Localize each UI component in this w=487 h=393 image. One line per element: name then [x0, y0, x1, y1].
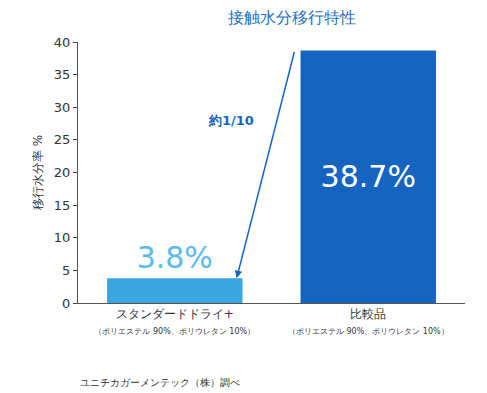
svg-text:25: 25 [54, 132, 71, 147]
svg-text:移行水分率 %: 移行水分率 % [31, 135, 45, 210]
svg-text:15: 15 [54, 198, 71, 213]
svg-text:38.7%: 38.7% [321, 159, 416, 194]
svg-text:35: 35 [54, 67, 71, 82]
svg-text:0: 0 [62, 296, 70, 311]
svg-text:3.8%: 3.8% [137, 240, 213, 275]
svg-text:比較品（ポリエステル 90%、ポリウレタン 10%）: 比較品（ポリエステル 90%、ポリウレタン 10%） [288, 307, 449, 336]
svg-text:接触水分移行特性: 接触水分移行特性 [228, 8, 356, 27]
svg-text:40: 40 [54, 35, 71, 50]
svg-text:スタンダードドライ+（ポリエステル 90%、ポリウレタン 1: スタンダードドライ+（ポリエステル 90%、ポリウレタン 10%） [94, 307, 255, 336]
svg-text:ユニチカガーメンテック（株）調べ: ユニチカガーメンテック（株）調べ [80, 377, 240, 388]
svg-text:10: 10 [54, 230, 71, 245]
svg-text:20: 20 [54, 165, 71, 180]
svg-text:5: 5 [62, 263, 70, 278]
svg-text:約1/10: 約1/10 [208, 113, 254, 128]
svg-text:30: 30 [54, 100, 71, 115]
